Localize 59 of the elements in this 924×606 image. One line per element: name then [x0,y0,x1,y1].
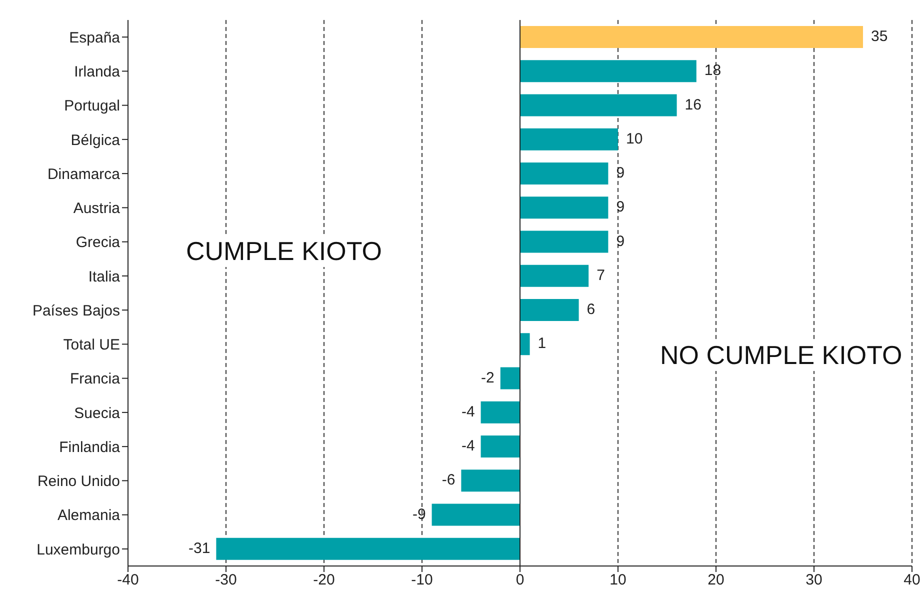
bar [520,333,530,356]
data-label: 10 [626,130,643,148]
bar [520,94,677,116]
bar [520,162,608,184]
data-label: -4 [461,403,475,420]
y-tick-label: Bélgica [70,132,121,149]
x-tick-label: 40 [904,572,920,589]
data-label: 16 [684,96,702,114]
data-label: -31 [188,540,210,557]
x-tick-label: -10 [411,572,433,589]
x-tick-label: 10 [610,572,626,589]
y-tick-label: Países Bajos [32,302,120,320]
y-tick-label: Grecia [76,234,121,252]
x-tick-label: 30 [806,572,822,589]
x-tick-label: 20 [708,572,724,589]
data-label: 1 [538,335,546,352]
y-tick-label: Suecia [74,404,121,422]
data-label: -6 [442,472,456,489]
bar [520,26,863,48]
bar [520,60,696,82]
y-tick-label: Alemania [57,507,121,524]
x-tick-label: -20 [313,572,335,589]
data-label: -9 [412,506,426,523]
y-tick-label: Reino Unido [37,473,120,490]
bar [432,504,520,526]
bar [461,470,520,492]
data-label: 6 [586,301,596,318]
y-tick-label: Austria [73,200,121,218]
bar [520,230,608,253]
bar [216,538,520,560]
y-tick-label: Portugal [64,98,120,115]
bar [520,264,589,287]
y-tick-label: Italia [88,268,121,286]
annotation: CUMPLE KIOTO [186,236,382,267]
data-label: 35 [871,28,888,45]
bar [500,367,520,390]
x-tick-label: -30 [215,572,237,589]
data-label: -2 [481,369,494,386]
y-tick-label: Irlanda [74,64,121,81]
x-tick-label: 0 [516,572,524,589]
y-tick-label: Total UE [63,336,120,354]
x-tick-label: -40 [117,572,139,589]
bar [480,401,520,424]
y-tick-label: Luxemburgo [36,541,120,558]
data-label: 9 [616,198,625,216]
y-tick-label: España [69,29,121,46]
bar [520,196,608,219]
y-tick-label: Francia [70,370,121,388]
bar [480,436,520,458]
data-label: 18 [704,62,722,80]
y-tick-label: Finlandia [59,438,121,456]
annotation: NO CUMPLE KIOTO [660,340,902,371]
bar [520,128,618,150]
data-label: 9 [616,164,625,182]
data-label: -4 [461,438,475,454]
bar [520,299,579,321]
data-label: 7 [596,266,605,284]
y-tick-label: Dinamarca [47,166,121,183]
data-label: 9 [616,232,625,250]
